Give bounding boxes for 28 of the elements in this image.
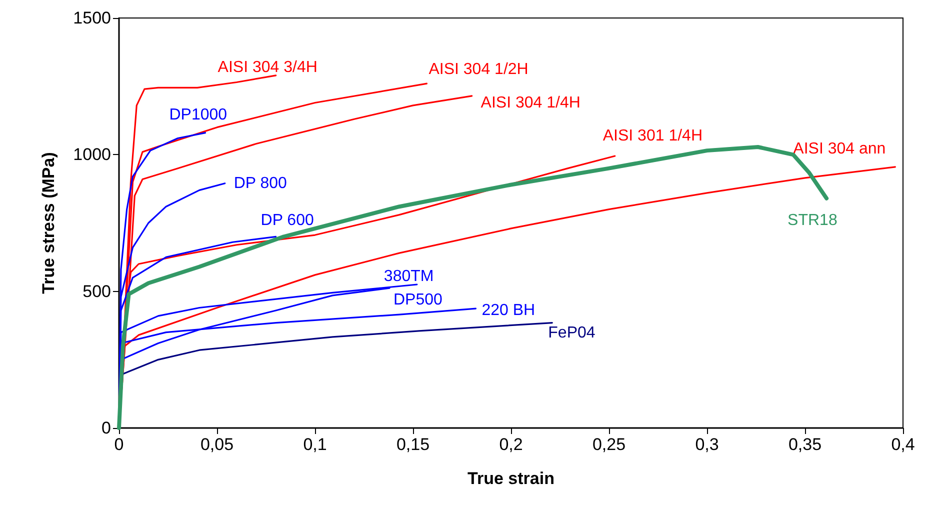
series-label: DP 600 — [260, 212, 314, 230]
y-tick-label: 1500 — [73, 8, 111, 28]
series-label: AISI 301 1/4H — [602, 128, 703, 145]
series-label: STR18 — [788, 212, 838, 229]
x-tick-label: 0 — [114, 435, 124, 454]
y-axis-title: True stress (MPa) — [39, 152, 58, 294]
series-label: AISI 304 1/4H — [480, 94, 580, 112]
series-label: FeP04 — [548, 324, 596, 342]
series-label: DP 800 — [234, 174, 288, 192]
x-tick-label: 0,25 — [592, 435, 626, 454]
y-tick-label: 500 — [82, 282, 111, 301]
series-label: AISI 304 3/4H — [218, 58, 318, 76]
series-label: 380TM — [384, 268, 434, 285]
x-tick-label: 0,05 — [200, 435, 234, 454]
series-label: AISI 304 ann — [793, 140, 886, 158]
x-tick-label: 0,35 — [788, 435, 822, 454]
x-tick-label: 0,15 — [396, 435, 430, 454]
series-label: DP1000 — [169, 106, 228, 124]
x-tick-label: 0,3 — [695, 435, 719, 454]
series-label: 220 BH — [482, 302, 536, 320]
x-tick-label: 0,4 — [891, 435, 915, 454]
y-tick-label: 0 — [102, 418, 111, 438]
x-axis-title: True strain — [468, 469, 554, 488]
x-tick-label: 0,1 — [303, 435, 327, 454]
y-tick-label: 1000 — [73, 145, 111, 164]
series-label: DP500 — [393, 292, 443, 309]
x-tick-label: 0,2 — [499, 435, 523, 454]
series-label: AISI 304 1/2H — [428, 61, 528, 78]
